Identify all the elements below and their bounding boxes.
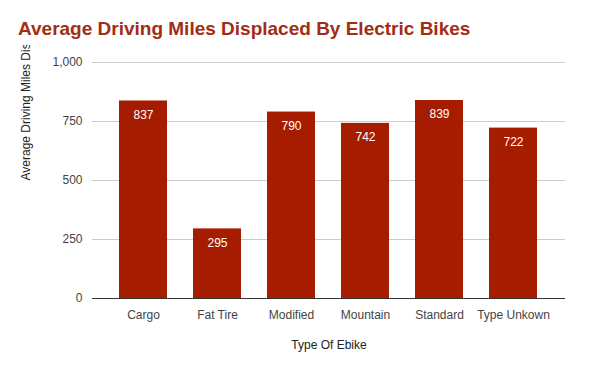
svg-text:Average Driving Miles Displace: Average Driving Miles Displaced — [19, 45, 33, 181]
svg-text:722: 722 — [503, 135, 523, 149]
svg-text:839: 839 — [429, 107, 449, 121]
svg-text:790: 790 — [281, 119, 301, 133]
svg-text:295: 295 — [207, 236, 227, 250]
html-text:Average Driving Miles Displace: Average Driving Miles Displaced By Elect… — [18, 18, 471, 39]
svg-text:750: 750 — [62, 114, 82, 128]
svg-text:Standard: Standard — [415, 308, 464, 322]
svg-text:Modified: Modified — [269, 308, 314, 322]
svg-text:Type Unkown: Type Unkown — [477, 308, 550, 322]
svg-text:0: 0 — [76, 291, 83, 305]
svg-text:250: 250 — [62, 232, 82, 246]
svg-text:Cargo: Cargo — [127, 308, 160, 322]
svg-text:Type Of Ebike: Type Of Ebike — [291, 338, 367, 352]
svg-text:500: 500 — [62, 173, 82, 187]
svg-text:837: 837 — [133, 108, 153, 122]
svg-text:Mountain: Mountain — [341, 308, 390, 322]
svg-text:742: 742 — [355, 130, 375, 144]
svg-text:Fat Tire: Fat Tire — [197, 308, 238, 322]
svg-text:1,000: 1,000 — [52, 55, 82, 69]
